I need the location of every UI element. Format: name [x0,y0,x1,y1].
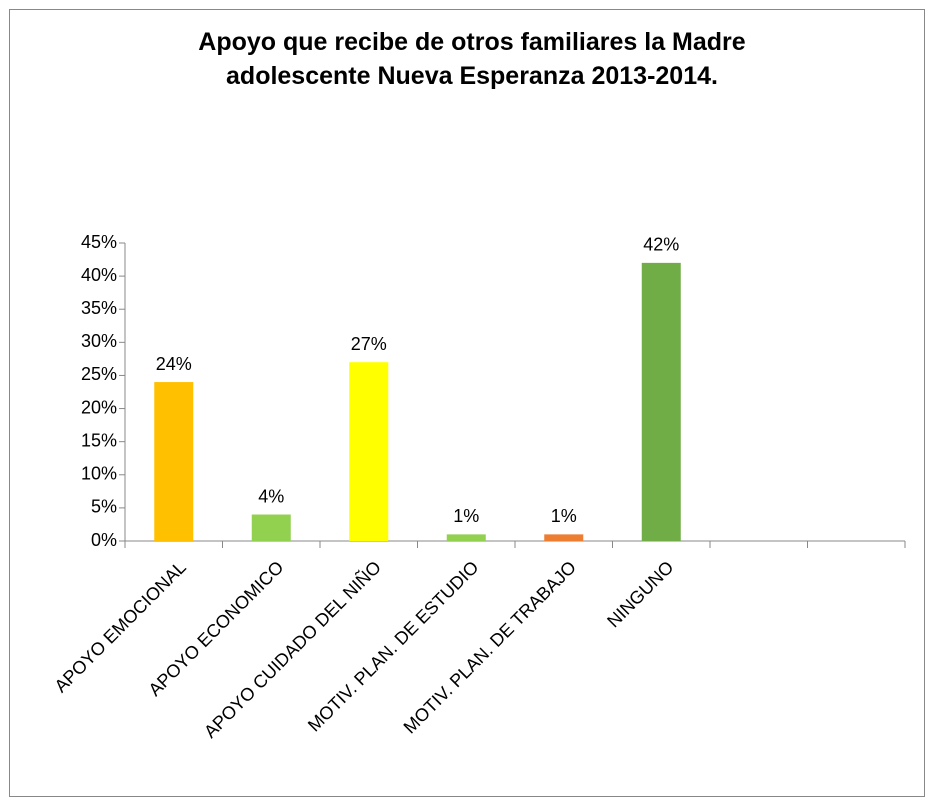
bar [446,534,486,541]
y-tick-label: 0% [91,530,117,550]
y-tick-label: 20% [81,397,117,417]
bar [349,362,389,541]
data-label: 1% [551,506,577,526]
bar [544,534,584,541]
y-tick-label: 45% [81,232,117,252]
y-tick-label: 35% [81,298,117,318]
y-tick-label: 10% [81,464,117,484]
bar [251,514,291,541]
bar [154,382,194,541]
y-tick-label: 5% [91,497,117,517]
y-tick-label: 15% [81,430,117,450]
data-label: 4% [258,486,284,506]
data-label: 24% [156,354,192,374]
y-tick-label: 25% [81,364,117,384]
data-label: 1% [453,506,479,526]
chart-title: Apoyo que recibe de otros familiares la … [198,28,745,56]
bar [641,262,681,541]
y-tick-label: 40% [81,265,117,285]
chart-title: adolescente Nueva Esperanza 2013-2014. [226,62,718,90]
data-label: 42% [643,235,679,255]
data-label: 27% [351,334,387,354]
y-tick-label: 30% [81,331,117,351]
